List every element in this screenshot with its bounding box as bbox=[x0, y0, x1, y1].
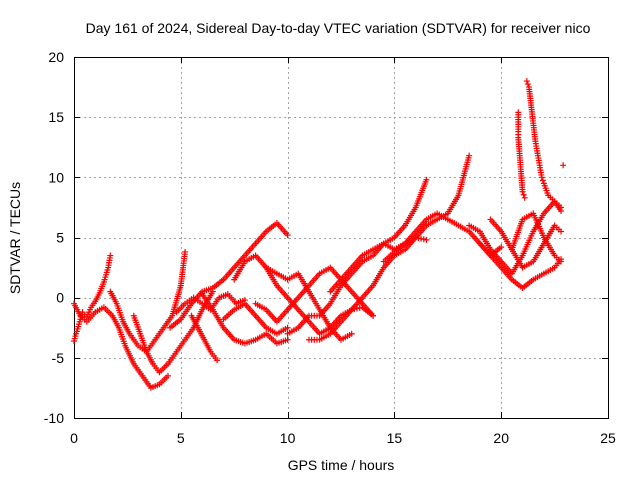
x-tick-label: 20 bbox=[493, 430, 509, 446]
x-tick-label: 0 bbox=[70, 430, 78, 446]
data-point bbox=[107, 252, 114, 259]
data-point bbox=[420, 236, 427, 243]
series-track-15 bbox=[327, 210, 505, 295]
data-point bbox=[521, 194, 528, 201]
series-track-16 bbox=[380, 234, 430, 265]
data-points bbox=[71, 78, 567, 391]
series-track-06 bbox=[188, 312, 221, 364]
series-track-03 bbox=[107, 248, 189, 355]
data-point bbox=[558, 204, 565, 211]
y-tick-label: 15 bbox=[48, 109, 64, 125]
data-point bbox=[558, 258, 565, 265]
series-track-12 bbox=[263, 264, 355, 343]
data-point bbox=[164, 372, 171, 379]
series-track-21 bbox=[523, 78, 565, 211]
data-point bbox=[284, 324, 291, 331]
data-point bbox=[356, 304, 363, 311]
data-point bbox=[348, 330, 355, 337]
data-point bbox=[284, 232, 291, 239]
series-track-23 bbox=[560, 162, 567, 169]
data-point bbox=[519, 188, 526, 195]
data-point bbox=[182, 248, 189, 255]
grid-lines bbox=[74, 57, 608, 418]
series-track-04 bbox=[130, 288, 216, 376]
data-point bbox=[284, 336, 291, 343]
data-point bbox=[524, 81, 531, 88]
data-point bbox=[415, 235, 422, 242]
y-tick-label: -10 bbox=[44, 410, 64, 426]
data-point bbox=[423, 236, 430, 243]
data-point bbox=[418, 235, 425, 242]
series-track-14 bbox=[305, 152, 473, 343]
data-point bbox=[538, 174, 545, 181]
y-axis-label: SDTVAR / TECUs bbox=[7, 182, 23, 294]
y-tick-label: 20 bbox=[48, 49, 64, 65]
series-track-22 bbox=[515, 109, 528, 201]
data-point bbox=[560, 162, 567, 169]
data-point bbox=[558, 228, 565, 235]
series-track-02 bbox=[71, 300, 171, 391]
chart-title: Day 161 of 2024, Sidereal Day-to-day VTE… bbox=[86, 20, 591, 36]
data-point bbox=[370, 312, 377, 319]
series-track-08 bbox=[199, 291, 291, 347]
y-tick-label: 10 bbox=[48, 169, 64, 185]
data-point bbox=[466, 152, 473, 159]
x-tick-labels: 0 5 10 15 20 25 bbox=[70, 430, 616, 446]
data-point bbox=[423, 176, 430, 183]
series-track-11 bbox=[220, 300, 291, 337]
data-point bbox=[498, 244, 505, 251]
data-point bbox=[523, 78, 530, 85]
x-tick-label: 10 bbox=[280, 430, 296, 446]
x-axis-label: GPS time / hours bbox=[288, 457, 395, 473]
series-track-13 bbox=[284, 176, 430, 337]
data-point bbox=[520, 191, 527, 198]
data-point bbox=[412, 234, 419, 241]
data-point bbox=[539, 177, 546, 184]
series-track-05 bbox=[167, 220, 291, 331]
data-point bbox=[214, 357, 221, 364]
series-track-20 bbox=[508, 210, 565, 265]
y-tick-label: -5 bbox=[52, 350, 65, 366]
y-tick-label: 0 bbox=[56, 290, 64, 306]
plot-frame bbox=[74, 57, 609, 419]
series-track-18 bbox=[476, 240, 565, 292]
y-tick-label: 5 bbox=[56, 230, 64, 246]
y-tick-labels: -10 -5 0 5 10 15 20 bbox=[44, 49, 64, 426]
x-tick-label: 5 bbox=[177, 430, 185, 446]
series-track-01 bbox=[71, 252, 114, 344]
x-tick-label: 25 bbox=[600, 430, 616, 446]
series-track-17 bbox=[466, 198, 565, 277]
x-tick-label: 15 bbox=[387, 430, 403, 446]
